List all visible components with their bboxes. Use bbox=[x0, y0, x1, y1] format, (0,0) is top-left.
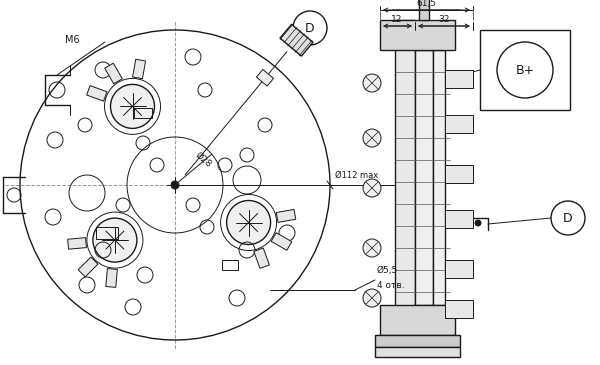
Text: B+: B+ bbox=[515, 64, 535, 77]
Circle shape bbox=[363, 129, 381, 147]
Polygon shape bbox=[106, 269, 118, 287]
Polygon shape bbox=[277, 210, 296, 222]
Circle shape bbox=[363, 74, 381, 92]
Bar bbox=[134, 108, 152, 118]
Bar bbox=[375, 335, 460, 347]
Circle shape bbox=[227, 200, 271, 245]
Bar bbox=[380, 305, 455, 335]
Bar bbox=[445, 260, 473, 278]
Text: 4 отв.: 4 отв. bbox=[377, 281, 404, 290]
Bar bbox=[96, 227, 118, 239]
Circle shape bbox=[497, 42, 553, 98]
Text: D: D bbox=[563, 211, 573, 224]
Polygon shape bbox=[133, 59, 146, 79]
Text: Ø28: Ø28 bbox=[193, 150, 213, 169]
Polygon shape bbox=[254, 248, 269, 268]
Bar bbox=[445, 70, 473, 88]
Text: 12: 12 bbox=[391, 15, 403, 24]
Circle shape bbox=[171, 181, 179, 189]
Circle shape bbox=[363, 239, 381, 257]
Text: Ø5,5: Ø5,5 bbox=[377, 266, 398, 275]
Text: 32: 32 bbox=[439, 15, 449, 24]
Polygon shape bbox=[68, 238, 86, 249]
Circle shape bbox=[363, 289, 381, 307]
Circle shape bbox=[110, 84, 155, 128]
Bar bbox=[445, 300, 473, 318]
Bar bbox=[419, 0, 429, 20]
Bar bbox=[415, 50, 433, 305]
Text: М6: М6 bbox=[65, 35, 80, 45]
Circle shape bbox=[93, 218, 137, 262]
Bar bbox=[222, 260, 238, 270]
Bar bbox=[445, 115, 473, 133]
Polygon shape bbox=[104, 63, 122, 84]
Polygon shape bbox=[271, 233, 292, 250]
Bar bbox=[395, 20, 415, 335]
Polygon shape bbox=[280, 24, 313, 56]
Polygon shape bbox=[78, 257, 98, 277]
Text: 61,5: 61,5 bbox=[416, 0, 436, 8]
Text: D: D bbox=[305, 22, 315, 35]
Polygon shape bbox=[256, 69, 274, 86]
Circle shape bbox=[551, 201, 585, 235]
Text: Ø112 max: Ø112 max bbox=[335, 171, 378, 180]
Bar bbox=[445, 165, 473, 183]
Circle shape bbox=[363, 179, 381, 197]
Circle shape bbox=[475, 220, 481, 226]
Bar bbox=[433, 50, 445, 305]
Bar bbox=[445, 210, 473, 228]
Bar bbox=[380, 20, 455, 50]
Bar bbox=[480, 30, 570, 110]
Bar bbox=[375, 347, 460, 357]
Polygon shape bbox=[86, 86, 107, 101]
